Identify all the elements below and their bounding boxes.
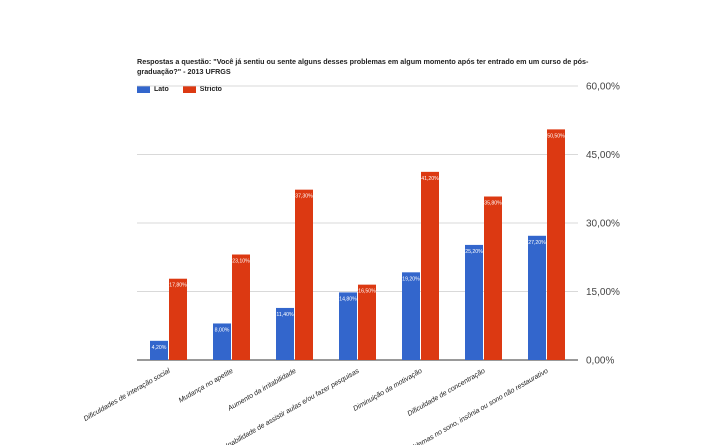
bar-stricto (547, 129, 565, 360)
y-tick-label: 60,00% (586, 82, 620, 93)
data-label: 17,80% (169, 283, 187, 289)
y-tick-label: 30,00% (586, 219, 620, 230)
bar-lato (213, 323, 231, 360)
legend-item-stricto: Stricto (182, 86, 222, 93)
bar-lato (528, 235, 546, 360)
category-label: Diminuição da motivação (352, 368, 423, 413)
category-label: Aumento da irritabilidade (226, 368, 298, 413)
data-label: 41,20% (421, 176, 439, 182)
bar-lato (276, 307, 294, 360)
y-tick-label: 45,00% (586, 150, 620, 161)
bar-stricto (232, 254, 250, 360)
legend-item-lato: Lato (137, 86, 169, 93)
data-label: 37,30% (295, 194, 313, 200)
data-label: 19,20% (402, 276, 420, 282)
data-label: 50,50% (547, 133, 565, 139)
legend-swatch-lato (137, 86, 150, 93)
legend-swatch-stricto (182, 86, 196, 93)
bar-stricto (169, 278, 187, 360)
bar-lato (465, 244, 483, 360)
data-label: 11,40% (276, 312, 294, 318)
y-tick-label: 0,00% (586, 356, 614, 367)
bar-stricto (421, 171, 439, 360)
legend-label-lato: Lato (154, 86, 169, 93)
category-label: Inabilidade de assistir aulas e/ou fazer… (225, 367, 361, 445)
bar-stricto (484, 196, 502, 360)
category-label: Mudança no apetite (178, 368, 235, 405)
bar-lato (150, 340, 168, 360)
data-label: 14,80% (339, 296, 357, 302)
bar-stricto (295, 189, 313, 360)
y-tick-label: 15,00% (586, 287, 620, 298)
data-label: 35,80% (484, 201, 502, 207)
data-label: 4,20% (152, 345, 167, 351)
legend-label-stricto: Stricto (199, 86, 222, 93)
data-label: 25,20% (465, 249, 483, 255)
bar-lato (402, 272, 420, 360)
category-label: Dificuldades de interação social (83, 367, 172, 423)
data-label: 23,10% (232, 259, 250, 265)
bar-lato (339, 292, 357, 360)
legend: Lato Stricto (137, 86, 222, 93)
data-label: 27,20% (528, 240, 546, 246)
data-label: 16,50% (358, 289, 376, 295)
data-label: 8,00% (215, 327, 230, 333)
chart-title: Respostas a questão: "Você já sentiu ou … (137, 57, 589, 76)
bar-stricto (358, 284, 376, 360)
